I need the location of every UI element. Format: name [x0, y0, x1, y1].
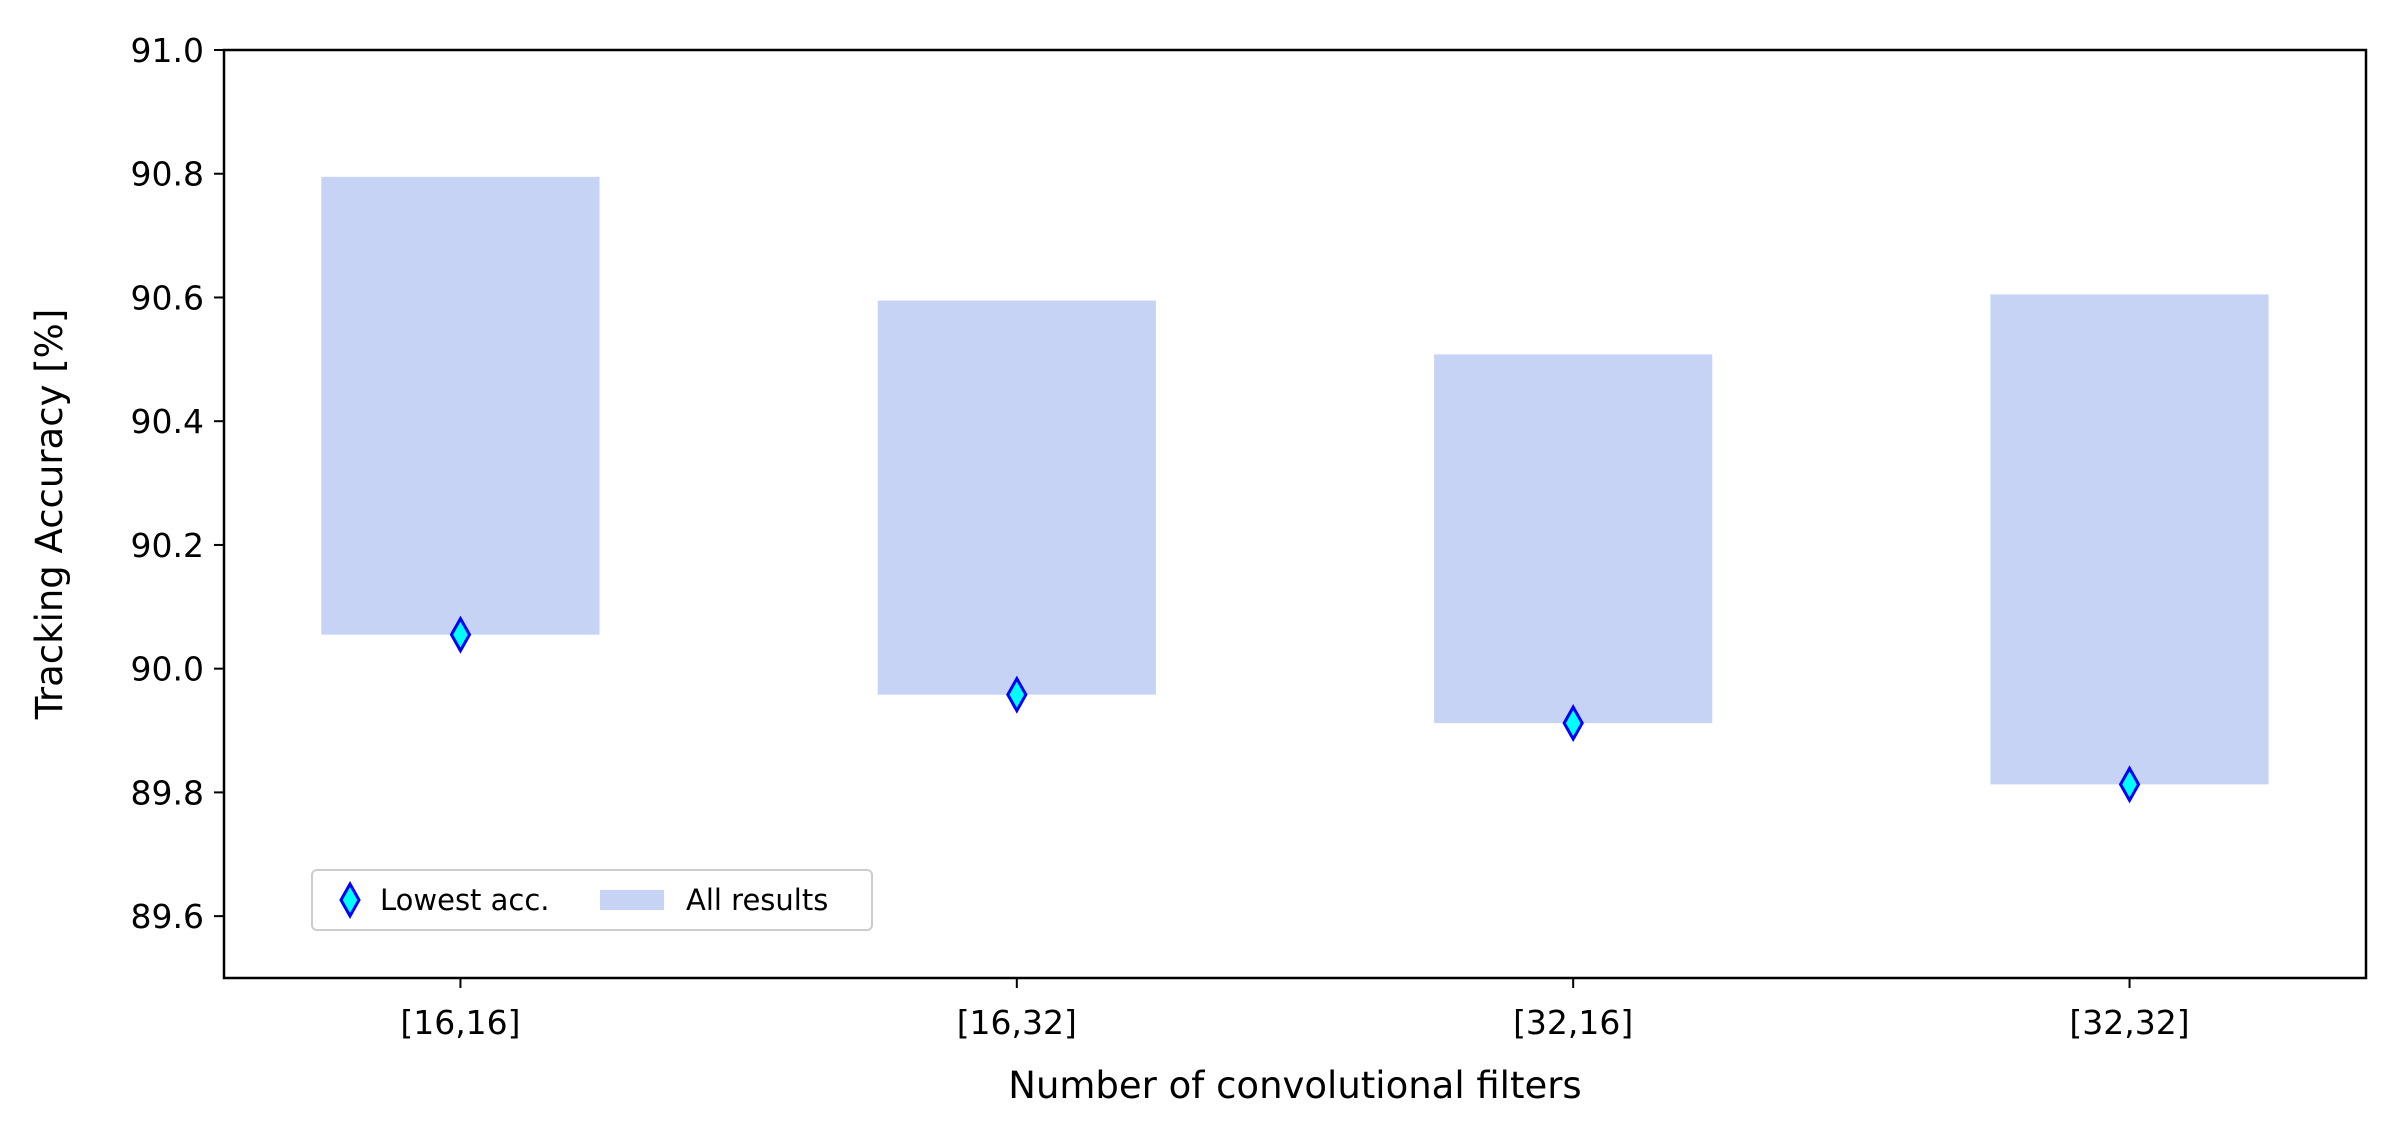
y-tick-label: 90.4: [131, 402, 204, 441]
range-bar: [1990, 294, 2269, 785]
legend-swatch: [600, 890, 664, 910]
legend-diamond-icon: [339, 880, 361, 920]
y-tick-label: 90.0: [131, 650, 204, 689]
lowest-acc-marker: [1562, 704, 1584, 743]
y-tick-label: 90.6: [131, 278, 204, 317]
range-bar: [321, 176, 600, 635]
y-tick-label: 90.2: [131, 526, 204, 565]
axes-frame: [222, 48, 2368, 980]
x-axis-title: Number of convolutional filters: [1008, 1064, 1581, 1107]
y-tick-label: 91.0: [131, 31, 204, 70]
range-bar: [1434, 354, 1713, 724]
y-tick-label: 89.6: [131, 897, 204, 936]
y-tick-label: 90.8: [131, 155, 204, 194]
legend-label-lowest: Lowest acc.: [380, 883, 550, 917]
legend-box: [311, 869, 873, 931]
x-tick-label: [32,32]: [2069, 1003, 2189, 1042]
x-tick-label: [16,32]: [957, 1003, 1077, 1042]
lowest-acc-marker: [449, 615, 472, 654]
legend: Lowest acc. All results: [311, 869, 873, 931]
range-bar: [877, 300, 1156, 695]
legend-label-all-results: All results: [686, 883, 828, 917]
range-bars: [321, 176, 2269, 785]
x-tick-label: [16,16]: [400, 1003, 520, 1042]
x-axis-ticks: [16,16] [16,32] [32,16] [32,32]: [400, 978, 2190, 1042]
x-tick-label: [32,16]: [1513, 1003, 1633, 1042]
y-tick-label: 89.8: [131, 773, 204, 812]
y-axis-title: Tracking Accuracy [%]: [28, 309, 71, 721]
lowest-acc-marker: [2118, 765, 2141, 804]
y-axis-ticks: 89.6 89.8 90.0 90.2 90.4 90.6 90.8 91.0: [131, 31, 224, 936]
lowest-accuracy-markers: [449, 615, 2141, 804]
lowest-acc-marker: [1006, 675, 1028, 714]
